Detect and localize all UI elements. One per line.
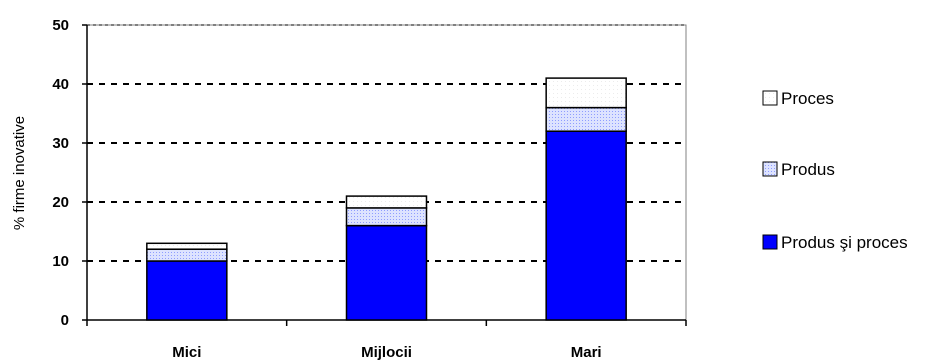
bar-segment xyxy=(545,130,627,321)
legend-label: Produs xyxy=(781,160,835,179)
bar-segment xyxy=(345,224,428,321)
legend-label: Produs şi proces xyxy=(781,233,908,252)
x-category-label: Mijlocii xyxy=(361,344,412,361)
legend: Proces Produs Produs şi proces xyxy=(762,89,908,252)
y-tick-label: 50 xyxy=(52,17,69,34)
legend-swatch xyxy=(762,90,778,106)
y-axis-title: % firme inovative xyxy=(11,116,28,230)
x-category-label: Mici xyxy=(172,344,201,361)
legend-label: Proces xyxy=(781,89,834,108)
y-tick-label: 30 xyxy=(52,135,69,152)
bar-segment xyxy=(146,248,228,262)
bar-segment xyxy=(545,106,627,132)
bar-segment xyxy=(545,77,627,109)
y-tick-label: 0 xyxy=(61,312,69,329)
legend-swatch xyxy=(762,161,778,177)
bar-segment xyxy=(146,260,228,321)
y-tick-label: 10 xyxy=(52,253,69,270)
bar-segment xyxy=(345,195,428,209)
bar-segment xyxy=(146,242,228,250)
x-category-label: Mari xyxy=(571,344,602,361)
y-tick-label: 40 xyxy=(52,76,69,93)
bar-segment xyxy=(345,207,428,227)
legend-swatch xyxy=(762,234,778,250)
y-tick-label: 20 xyxy=(52,194,69,211)
